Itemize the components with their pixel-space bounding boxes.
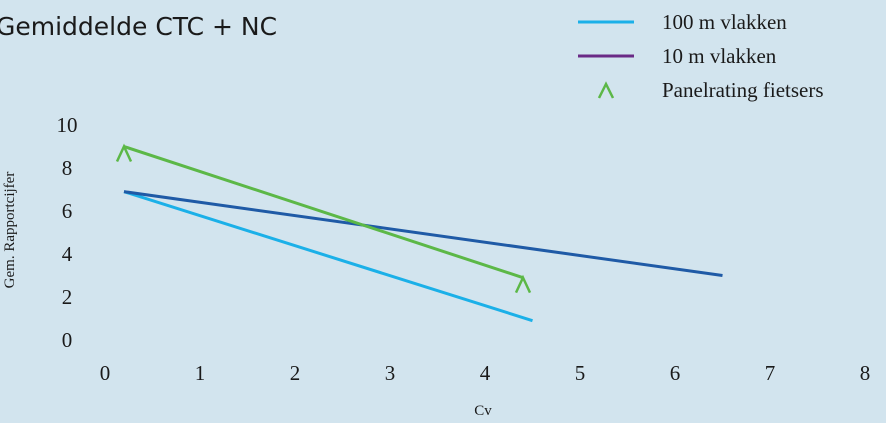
y-tick-label: 4 bbox=[62, 242, 73, 266]
x-axis-ticks: 0 1 2 3 4 5 6 7 8 bbox=[100, 361, 871, 385]
legend-label: Panelrating fietsers bbox=[662, 78, 824, 102]
series-line bbox=[123, 190, 723, 277]
x-axis-label: Cv bbox=[474, 403, 492, 419]
series-line bbox=[123, 145, 524, 280]
x-tick-label: 7 bbox=[765, 361, 776, 385]
x-tick-label: 4 bbox=[480, 361, 491, 385]
y-tick-label: 8 bbox=[62, 156, 73, 180]
x-tick-label: 3 bbox=[385, 361, 396, 385]
legend-caret-icon bbox=[597, 81, 615, 99]
x-tick-label: 5 bbox=[575, 361, 586, 385]
y-tick-label: 10 bbox=[57, 113, 78, 137]
y-tick-label: 6 bbox=[62, 199, 73, 223]
plot-area bbox=[115, 143, 723, 323]
y-tick-label: 0 bbox=[62, 328, 73, 352]
x-tick-label: 2 bbox=[290, 361, 301, 385]
data-point-marker bbox=[514, 274, 532, 294]
x-tick-label: 6 bbox=[670, 361, 681, 385]
legend-label: 10 m vlakken bbox=[662, 44, 777, 68]
legend: 100 m vlakken 10 m vlakken Panelrating fie… bbox=[578, 10, 824, 102]
y-axis-ticks: 0 2 4 6 8 10 bbox=[57, 113, 78, 352]
legend-label: 100 m vlakken bbox=[662, 10, 787, 34]
series-line bbox=[123, 190, 533, 323]
x-tick-label: 1 bbox=[195, 361, 206, 385]
y-tick-label: 2 bbox=[62, 285, 73, 309]
data-point-marker bbox=[115, 143, 133, 163]
x-tick-label: 8 bbox=[860, 361, 871, 385]
chart-title: Gemiddelde CTC + NC bbox=[0, 12, 277, 41]
y-axis-label: Gem. Rapportcijfer bbox=[2, 172, 18, 289]
x-tick-label: 0 bbox=[100, 361, 111, 385]
